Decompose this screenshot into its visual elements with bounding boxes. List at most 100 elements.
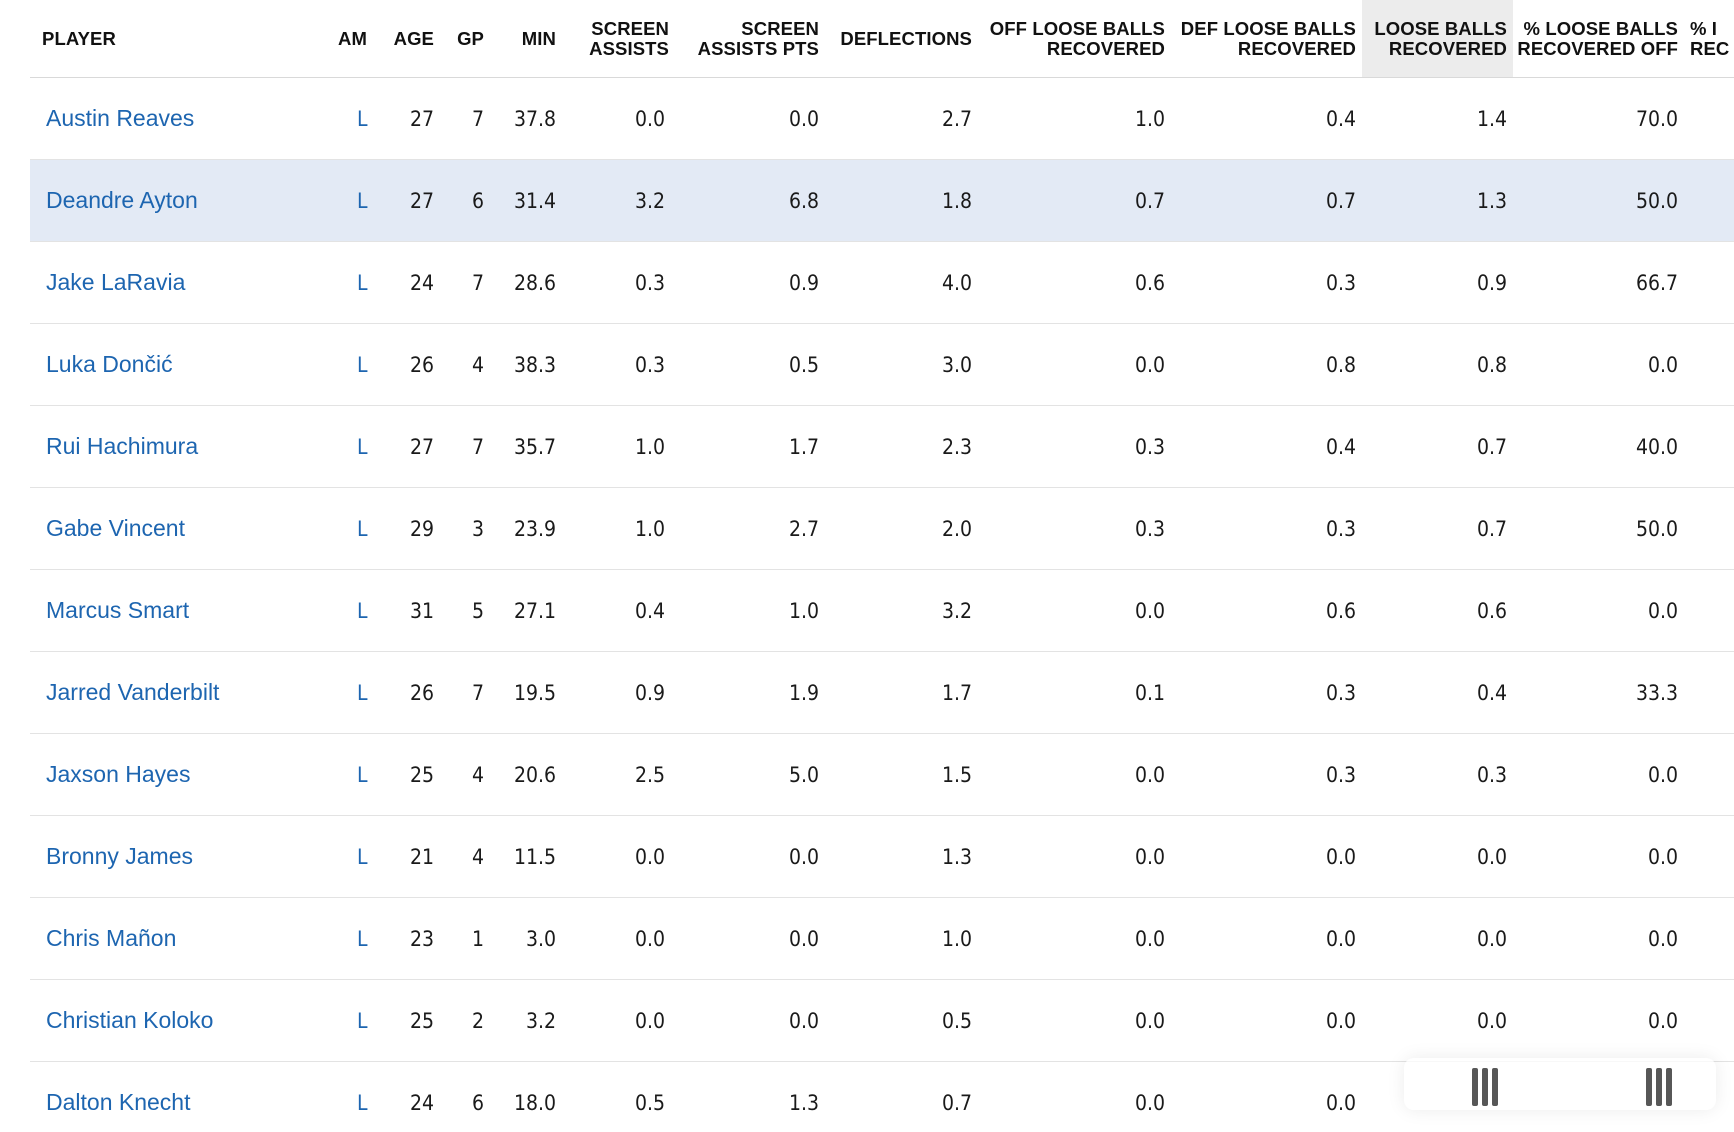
player-name-link[interactable]: Bronny James [30,815,338,898]
team-link[interactable]: L [338,569,384,652]
cell-off-loose-balls: 0.0 [978,979,1171,1062]
cell-off-loose-balls: 0.0 [978,897,1171,980]
column-header-deflections[interactable]: DEFLECTIONS [825,0,978,78]
table-row[interactable]: Jarred Vanderbilt L 26 7 19.5 0.9 1.9 1.7 0.1 0.3… [30,651,1734,734]
cell-age: 26 [384,323,440,406]
column-header-age[interactable]: AGE [384,0,440,78]
column-header-min[interactable]: MIN [490,0,562,78]
cell-gp: 2 [440,979,490,1062]
team-link[interactable]: L [338,159,384,242]
cell-def-loose-balls: 0.3 [1171,241,1362,324]
cell-age: 29 [384,487,440,570]
column-header-gp[interactable]: GP [440,0,490,78]
player-name-link[interactable]: Austin Reaves [30,77,338,160]
cell-screen-assists-pts: 0.0 [675,897,825,980]
cell-screen-assists-pts: 0.0 [675,815,825,898]
column-header-pct-loose-def[interactable]: % I REC [1684,0,1734,78]
cell-def-loose-balls: 0.0 [1171,979,1362,1062]
scroll-grip-icon[interactable] [1472,1068,1498,1106]
cell-pct-loose-def [1684,323,1734,406]
cell-deflections: 1.0 [825,897,978,980]
column-header-screen-assists-pts[interactable]: SCREEN ASSISTS PTS [675,0,825,78]
table-row[interactable]: Marcus Smart L 31 5 27.1 0.4 1.0 3.2 0.0 0.6 0.6 0.… [30,569,1734,652]
cell-screen-assists-pts: 1.3 [675,1061,825,1132]
table-row[interactable]: Jaxson Hayes L 25 4 20.6 2.5 5.0 1.5 0.0 0.3 0.3 0.… [30,733,1734,816]
cell-screen-assists: 1.0 [562,405,675,488]
table-row[interactable]: Christian Koloko L 25 2 3.2 0.0 0.0 0.5 0.0 0.0 0.… [30,979,1734,1062]
column-header-label: SCREEN [591,17,669,39]
column-header-player[interactable]: PLAYER [30,0,338,78]
cell-off-loose-balls: 0.0 [978,733,1171,816]
team-link[interactable]: L [338,651,384,734]
cell-deflections: 3.0 [825,323,978,406]
team-link[interactable]: L [338,815,384,898]
cell-pct-loose-def [1684,651,1734,734]
team-link[interactable]: L [338,897,384,980]
column-header-screen-assists[interactable]: SCREEN ASSISTS [562,0,675,78]
column-header-def-loose-balls[interactable]: DEF LOOSE BALLS RECOVERED [1171,0,1362,78]
cell-screen-assists-pts: 0.0 [675,979,825,1062]
cell-off-loose-balls: 1.0 [978,77,1171,160]
cell-off-loose-balls: 0.0 [978,323,1171,406]
player-name-link[interactable]: Chris Mañon [30,897,338,980]
cell-off-loose-balls: 0.3 [978,405,1171,488]
cell-pct-loose-def [1684,77,1734,160]
cell-def-loose-balls: 0.4 [1171,77,1362,160]
player-name-link[interactable]: Rui Hachimura [30,405,338,488]
cell-loose-balls: 0.0 [1362,897,1513,980]
scroll-grip-icon[interactable] [1646,1068,1672,1106]
player-name-link[interactable]: Jaxson Hayes [30,733,338,816]
cell-pct-loose-off: 0.0 [1513,815,1684,898]
column-header-off-loose-balls[interactable]: OFF LOOSE BALLS RECOVERED [978,0,1171,78]
table-row[interactable]: Gabe Vincent L 29 3 23.9 1.0 2.7 2.0 0.3 0.3 0.7 50… [30,487,1734,570]
table-row[interactable]: Rui Hachimura L 27 7 35.7 1.0 1.7 2.3 0.3 0.4 0.7 4… [30,405,1734,488]
cell-def-loose-balls: 0.0 [1171,1061,1362,1132]
team-link[interactable]: L [338,979,384,1062]
column-header-loose-balls[interactable]: LOOSE BALLS RECOVERED [1362,0,1513,78]
cell-pct-loose-off: 33.3 [1513,651,1684,734]
column-header-pct-loose-off[interactable]: % LOOSE BALLS RECOVERED OFF [1513,0,1684,78]
cell-def-loose-balls: 0.0 [1171,815,1362,898]
table-row[interactable]: Chris Mañon L 23 1 3.0 0.0 0.0 1.0 0.0 0.0 0.0 0.0 [30,897,1734,980]
team-link[interactable]: L [338,487,384,570]
table-row[interactable]: Luka Dončić L 26 4 38.3 0.3 0.5 3.0 0.0 0.8 0.8 0.0 [30,323,1734,406]
team-link[interactable]: L [338,323,384,406]
player-name-link[interactable]: Marcus Smart [30,569,338,652]
cell-gp: 4 [440,815,490,898]
cell-loose-balls: 0.3 [1362,733,1513,816]
cell-age: 21 [384,815,440,898]
player-name-link[interactable]: Gabe Vincent [30,487,338,570]
team-link[interactable]: L [338,1061,384,1132]
player-name-link[interactable]: Deandre Ayton [30,159,338,242]
cell-pct-loose-off: 0.0 [1513,733,1684,816]
column-header-team[interactable]: AM [338,0,384,78]
team-link[interactable]: L [338,241,384,324]
column-header-label: SCREEN [741,17,819,39]
column-header-label: GP [457,27,484,49]
cell-min: 37.8 [490,77,562,160]
cell-loose-balls: 0.7 [1362,487,1513,570]
table-header-row: PLAYER AM AGE GP MIN SCREEN ASSISTS SCREEN ASSIS… [30,0,1734,78]
player-name-link[interactable]: Luka Dončić [30,323,338,406]
column-header-label: % LOOSE BALLS [1523,17,1678,39]
column-header-label: RECOVERED OFF [1517,37,1678,59]
table-row[interactable]: Bronny James L 21 4 11.5 0.0 0.0 1.3 0.0 0.0 0.0 0.… [30,815,1734,898]
cell-screen-assists-pts: 0.0 [675,77,825,160]
table-row[interactable]: Jake LaRavia L 24 7 28.6 0.3 0.9 4.0 0.6 0.3 0.9 66… [30,241,1734,324]
cell-min: 35.7 [490,405,562,488]
player-name-link[interactable]: Dalton Knecht [30,1061,338,1132]
player-name-link[interactable]: Jarred Vanderbilt [30,651,338,734]
cell-loose-balls: 1.3 [1362,159,1513,242]
team-link[interactable]: L [338,405,384,488]
table-row[interactable]: Deandre Ayton L 27 6 31.4 3.2 6.8 1.8 0.7 0.7 1.3 5… [30,159,1734,242]
player-name-link[interactable]: Jake LaRavia [30,241,338,324]
table-row[interactable]: Austin Reaves L 27 7 37.8 0.0 0.0 2.7 1.0 0.4 1.4 7… [30,77,1734,160]
cell-def-loose-balls: 0.0 [1171,897,1362,980]
cell-pct-loose-def [1684,487,1734,570]
team-link[interactable]: L [338,77,384,160]
player-stats-table: PLAYER AM AGE GP MIN SCREEN ASSISTS SCREEN ASSIS… [30,0,1734,1132]
cell-pct-loose-def [1684,979,1734,1062]
cell-age: 27 [384,405,440,488]
player-name-link[interactable]: Christian Koloko [30,979,338,1062]
team-link[interactable]: L [338,733,384,816]
